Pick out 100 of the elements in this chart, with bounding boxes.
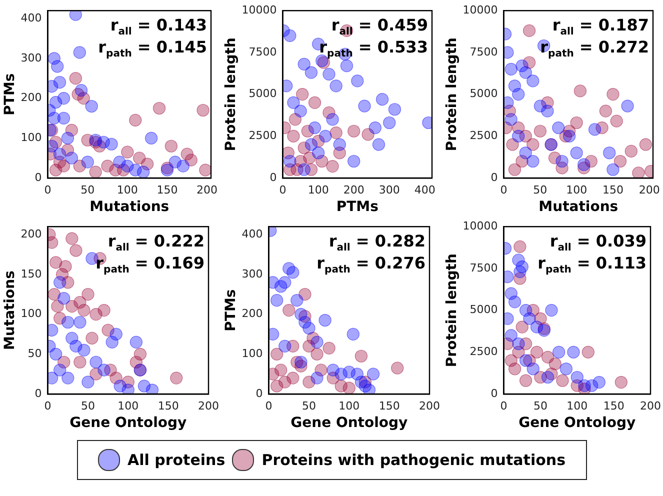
point — [523, 312, 536, 325]
point — [512, 130, 525, 142]
point — [66, 232, 78, 245]
point — [121, 146, 134, 158]
point — [304, 66, 318, 79]
point — [286, 266, 300, 279]
point — [81, 156, 94, 168]
point — [53, 76, 66, 89]
legend-label: All proteins — [128, 451, 226, 469]
point — [51, 60, 64, 73]
point — [614, 376, 628, 389]
point — [294, 104, 307, 118]
point — [74, 356, 86, 368]
point — [62, 372, 74, 384]
point — [504, 62, 518, 76]
point — [372, 138, 386, 151]
x-tick-label: 200 — [343, 183, 364, 196]
point — [50, 348, 62, 360]
point — [170, 372, 183, 384]
point — [512, 88, 525, 101]
point — [376, 93, 389, 106]
point — [82, 288, 94, 301]
point — [74, 316, 86, 329]
point — [74, 84, 88, 97]
point — [298, 288, 312, 301]
point — [294, 356, 308, 368]
y-tick-label: 5000 — [248, 87, 277, 100]
y-axis-title: Mutations — [2, 270, 18, 350]
y-tick-label: 200 — [20, 91, 42, 104]
point — [78, 344, 90, 356]
point — [534, 124, 546, 138]
y-axis-title: PTMs — [223, 289, 240, 332]
point — [310, 336, 324, 348]
x-axis-title: PTMs — [336, 199, 378, 216]
point — [287, 130, 300, 142]
point — [610, 114, 623, 128]
x-axis-title: Gene Ontology — [290, 415, 408, 432]
point — [284, 154, 296, 168]
point — [290, 294, 304, 307]
point — [184, 154, 198, 166]
point — [308, 96, 322, 109]
point — [346, 328, 360, 341]
point — [522, 24, 536, 37]
point — [603, 146, 616, 160]
point — [508, 163, 522, 176]
point — [278, 276, 292, 289]
x-tick-label: 100 — [338, 399, 360, 412]
y-tick-label: 150 — [20, 267, 42, 280]
point — [504, 113, 518, 126]
x-tick-label: 300 — [378, 183, 400, 196]
x-axis-title: Mutations — [538, 199, 618, 216]
point — [526, 362, 540, 376]
x-tick-label: 0 — [500, 183, 508, 196]
point — [286, 372, 300, 384]
point — [514, 240, 526, 253]
point — [574, 84, 587, 98]
point — [582, 346, 594, 358]
point — [296, 88, 309, 101]
point — [606, 163, 620, 176]
y-tick-label: 2500 — [470, 129, 498, 142]
point — [322, 68, 336, 81]
y-tick-label: 0 — [490, 170, 498, 184]
x-tick-label: 200 — [640, 399, 661, 412]
point — [508, 296, 522, 308]
x-tick-label: 150 — [158, 399, 179, 412]
point — [284, 29, 296, 42]
point — [368, 121, 382, 134]
point — [526, 138, 540, 151]
point — [391, 362, 404, 374]
point — [588, 123, 602, 136]
point — [69, 72, 82, 85]
y-tick-label: 7500 — [248, 45, 277, 58]
point — [570, 370, 584, 384]
x-tick-label: 200 — [419, 399, 440, 412]
y-tick-label: 5000 — [470, 303, 498, 316]
point — [89, 166, 102, 178]
point — [134, 348, 146, 360]
point — [54, 364, 66, 376]
point — [86, 332, 98, 344]
point — [298, 163, 310, 176]
point — [130, 336, 142, 348]
point — [530, 346, 544, 358]
point — [624, 144, 638, 158]
x-tick-label: 150 — [603, 399, 624, 412]
point — [48, 288, 61, 301]
point — [552, 121, 565, 134]
point — [567, 346, 580, 358]
point — [541, 104, 554, 118]
point — [164, 140, 178, 152]
point — [358, 100, 371, 112]
point — [196, 104, 210, 117]
point — [82, 376, 94, 388]
point — [354, 350, 368, 362]
x-axis-title: Gene Ontology — [518, 415, 636, 432]
y-tick-label: 200 — [20, 227, 42, 240]
point — [85, 100, 98, 113]
point — [270, 348, 284, 360]
point — [49, 96, 62, 109]
point — [152, 102, 166, 115]
point — [298, 58, 310, 70]
